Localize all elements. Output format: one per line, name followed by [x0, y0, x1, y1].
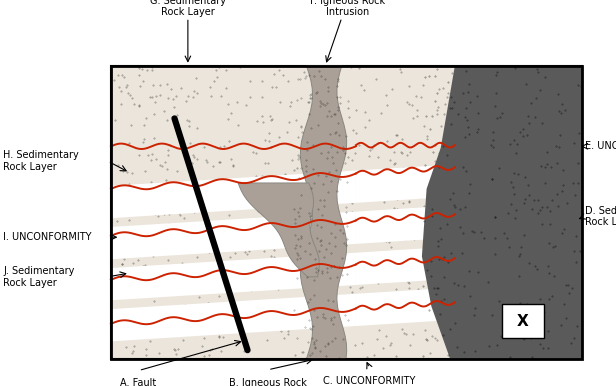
Polygon shape — [301, 66, 347, 359]
Bar — [502, 304, 544, 339]
Polygon shape — [111, 212, 356, 259]
Text: D. Sedimentary
Rock Layer: D. Sedimentary Rock Layer — [585, 205, 616, 227]
Polygon shape — [111, 171, 356, 218]
Polygon shape — [356, 164, 455, 203]
Text: I. UNCONFORMITY: I. UNCONFORMITY — [3, 232, 92, 242]
Polygon shape — [422, 66, 582, 359]
Text: J. Sedimentary
Rock Layer: J. Sedimentary Rock Layer — [3, 266, 75, 288]
Polygon shape — [356, 247, 455, 285]
Text: F. Igneous Rock
Intrusion: F. Igneous Rock Intrusion — [310, 0, 386, 17]
Text: E. UNCONFORMITY: E. UNCONFORMITY — [585, 141, 616, 151]
Text: X: X — [517, 313, 529, 328]
Text: A. Fault: A. Fault — [121, 378, 156, 386]
Bar — [111, 66, 582, 359]
Polygon shape — [111, 294, 356, 341]
Polygon shape — [111, 253, 356, 300]
Text: H. Sedimentary
Rock Layer: H. Sedimentary Rock Layer — [3, 150, 79, 172]
Polygon shape — [356, 205, 455, 244]
Text: C. UNCONFORMITY: C. UNCONFORMITY — [323, 376, 416, 386]
Polygon shape — [238, 183, 319, 277]
Bar — [111, 66, 582, 359]
Polygon shape — [356, 288, 455, 326]
Text: G. Sedimentary
Rock Layer: G. Sedimentary Rock Layer — [150, 0, 226, 17]
Text: B. Igneous Rock
Intrusion: B. Igneous Rock Intrusion — [229, 378, 307, 386]
